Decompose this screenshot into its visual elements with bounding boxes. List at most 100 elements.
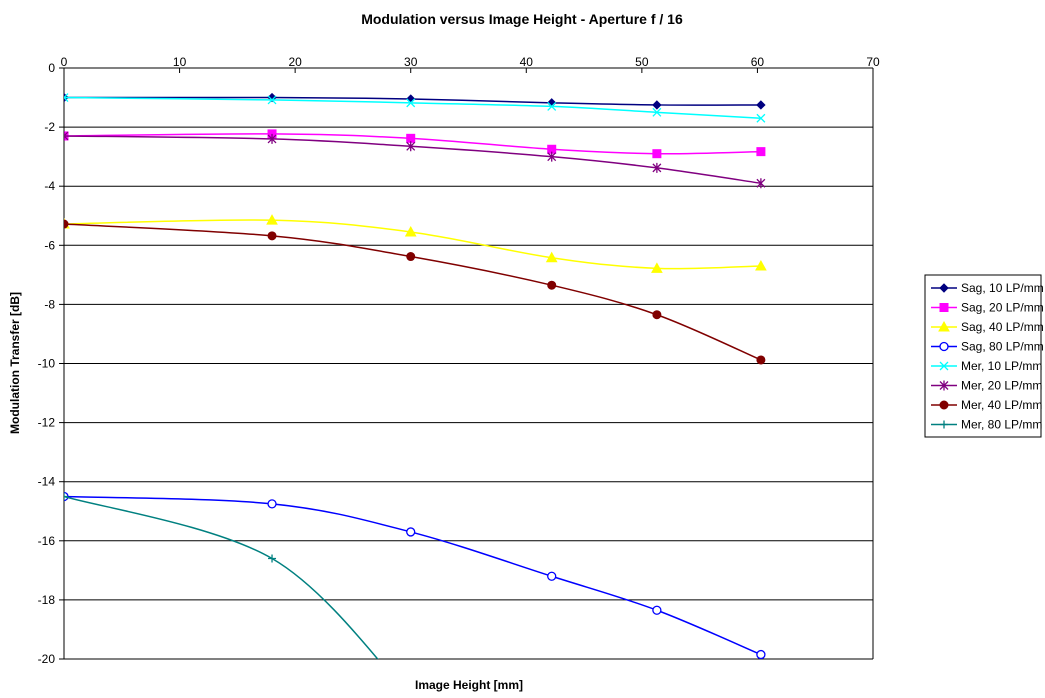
data-point: [406, 141, 416, 152]
chart-title: Modulation versus Image Height - Apertur…: [361, 11, 683, 27]
legend-marker: [939, 380, 949, 391]
legend-marker: [939, 303, 949, 312]
x-tick-label: 30: [404, 55, 418, 69]
data-point: [267, 95, 277, 105]
legend-marker: [938, 320, 950, 332]
data-point: [756, 147, 766, 157]
series-line-6: [64, 223, 762, 361]
data-point: [547, 280, 557, 290]
y-tick-label: -6: [44, 238, 55, 252]
gridlines: [64, 67, 874, 660]
data-point: [267, 499, 277, 509]
series-6: [64, 219, 766, 365]
data-point: [64, 93, 69, 103]
series-group: [64, 92, 767, 659]
y-tick-label: -14: [38, 475, 56, 489]
data-point: [652, 310, 662, 320]
y-tick-label: -18: [38, 593, 56, 607]
x-tick-label: 20: [288, 55, 302, 69]
data-point: [406, 133, 416, 143]
data-point: [755, 259, 767, 271]
series-7: [64, 492, 379, 659]
series-line-2: [64, 219, 761, 270]
data-point: [756, 100, 766, 110]
data-point: [64, 130, 69, 141]
y-tick-label: -16: [38, 534, 56, 548]
legend-marker: [940, 420, 948, 429]
legend-item: Sag, 20 LP/mm: [931, 301, 1044, 315]
x-tick-label: 70: [866, 55, 880, 69]
legend-item: Mer, 40 LP/mm: [931, 398, 1042, 412]
legend-item: Mer, 80 LP/mm: [931, 418, 1042, 432]
legend-marker: [939, 283, 949, 293]
legend-item: Mer, 20 LP/mm: [931, 379, 1042, 393]
y-tick-label: -2: [44, 120, 55, 134]
data-point: [406, 527, 416, 537]
legend-label: Sag, 40 LP/mm: [961, 320, 1044, 334]
legend-marker: [939, 400, 949, 410]
legend-label: Mer, 40 LP/mm: [961, 398, 1042, 412]
series-line-7: [64, 495, 379, 659]
series-5: [64, 130, 766, 189]
data-point: [545, 251, 558, 263]
series-line-3: [64, 495, 762, 656]
data-point: [756, 355, 766, 365]
legend-label: Sag, 10 LP/mm: [961, 281, 1044, 295]
legend-marker: [939, 341, 949, 352]
data-point: [547, 101, 557, 111]
y-tick-label: -10: [38, 357, 56, 371]
legend-item: Mer, 10 LP/mm: [931, 359, 1042, 373]
x-tick-label: 0: [61, 55, 68, 69]
x-tick-label: 60: [751, 55, 765, 69]
data-point: [756, 649, 766, 659]
data-point: [652, 107, 662, 117]
data-point: [547, 571, 557, 581]
data-point: [64, 492, 68, 501]
series-line-5: [64, 135, 762, 184]
legend-label: Mer, 80 LP/mm: [961, 418, 1042, 432]
data-point: [404, 225, 417, 237]
y-tick-label: 0: [48, 61, 55, 75]
series-3: [64, 491, 766, 659]
data-point: [756, 113, 766, 123]
data-point: [756, 178, 766, 189]
legend-box: [924, 274, 1042, 438]
data-point: [406, 94, 416, 104]
data-point: [652, 149, 662, 159]
data-point: [267, 133, 277, 144]
x-tick-label: 50: [635, 55, 649, 69]
data-point: [267, 231, 277, 241]
series-2: [64, 214, 767, 273]
legend-marker: [939, 361, 949, 371]
data-point: [406, 252, 416, 262]
legend-label: Sag, 20 LP/mm: [961, 301, 1044, 315]
legend-item: Sag, 80 LP/mm: [931, 340, 1044, 354]
legend-item: Sag, 40 LP/mm: [931, 320, 1044, 334]
series-4: [64, 93, 766, 123]
y-tick-label: -4: [44, 179, 55, 193]
data-point: [406, 98, 416, 108]
x-tick-label: 40: [520, 55, 534, 69]
x-tick-label: 10: [173, 55, 187, 69]
legend-label: Mer, 20 LP/mm: [961, 379, 1042, 393]
data-point: [266, 214, 278, 225]
series-line-4: [64, 96, 761, 119]
legend-item: Sag, 10 LP/mm: [931, 281, 1044, 295]
y-tick-label: -20: [38, 652, 56, 666]
legend-label: Sag, 80 LP/mm: [961, 340, 1044, 354]
data-point: [652, 605, 662, 615]
y-tick-label: -8: [44, 297, 55, 311]
data-point: [268, 554, 277, 563]
data-point: [651, 262, 663, 273]
y-tick-label: -12: [38, 416, 56, 430]
data-point: [64, 219, 69, 229]
axes: 0 -2 -4 -6 -8 -10 -12 -14 -16 -18 -20 0 10 20 30 40 50 60…: [38, 55, 880, 666]
x-axis-title: Image Height [mm]: [415, 678, 523, 692]
data-point: [547, 151, 557, 162]
data-point: [652, 100, 662, 110]
legend: Sag, 10 LP/mm Sag, 20 LP/mm Sag, 40 LP/mm S…: [924, 274, 1044, 438]
y-axis-title: Modulation Transfer [dB]: [8, 292, 22, 434]
data-point: [652, 162, 662, 173]
legend-label: Mer, 10 LP/mm: [961, 359, 1042, 373]
